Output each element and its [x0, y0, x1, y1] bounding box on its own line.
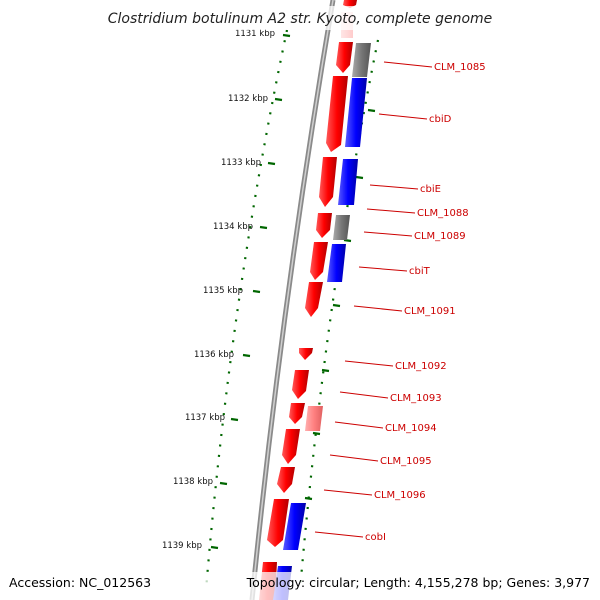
gene-arrow[interactable]: [336, 42, 353, 73]
gene-label[interactable]: cbiT: [409, 266, 431, 277]
ruler-label: 1133 kbp: [221, 158, 261, 168]
gene-arrow[interactable]: [289, 403, 305, 424]
gene-label[interactable]: cobI: [365, 532, 386, 543]
gene-label[interactable]: CLM_1095: [380, 456, 432, 467]
gene-label[interactable]: CLM_1094: [385, 423, 437, 434]
gene-label[interactable]: CLM_1085: [434, 62, 486, 73]
genome-backbone-highlight: [251, 0, 334, 600]
cog-box[interactable]: [345, 78, 367, 147]
ruler-label: 1137 kbp: [185, 413, 225, 423]
ruler-label: 1138 kbp: [173, 477, 213, 487]
gene-label[interactable]: CLM_1091: [404, 306, 456, 317]
ruler-ticks: [210, 33, 291, 550]
cog-box[interactable]: [305, 406, 323, 431]
gene-arrow[interactable]: [267, 499, 289, 547]
gene-arrow[interactable]: [292, 370, 309, 399]
ruler-labels: 1131 kbp 1132 kbp 1133 kbp 1134 kbp 1135…: [162, 29, 275, 551]
ruler-label: 1131 kbp: [235, 29, 275, 39]
outer-dotted-arc: [298, 39, 380, 591]
footer-backdrop: [0, 572, 600, 600]
ruler-label: 1139 kbp: [162, 541, 202, 551]
cog-box[interactable]: [352, 43, 371, 77]
gene-arrow[interactable]: [277, 467, 295, 493]
gene-label[interactable]: cbiD: [429, 114, 452, 125]
ruler-label: 1134 kbp: [213, 222, 253, 232]
map-title: Clostridium botulinum A2 str. Kyoto, com…: [108, 11, 493, 27]
topology-text: Topology: circular; Length: 4,155,278 bp…: [246, 575, 590, 590]
accession-text: Accession: NC_012563: [9, 575, 151, 590]
gene-arrow[interactable]: [299, 348, 313, 360]
gene-label[interactable]: CLM_1088: [417, 208, 469, 219]
outer-arc-ticks: [304, 108, 376, 501]
cog-box[interactable]: [327, 244, 346, 282]
gene-label[interactable]: cbiE: [420, 184, 441, 195]
gene-label[interactable]: CLM_1089: [414, 231, 466, 242]
cog-boxes: [273, 43, 371, 600]
ruler-label: 1136 kbp: [194, 350, 234, 360]
ruler-label: 1132 kbp: [228, 94, 268, 104]
gene-label[interactable]: CLM_1096: [374, 490, 426, 501]
gene-labels: CLM_1085 cbiD cbiE CLM_1088 CLM_1089 cbi…: [365, 62, 486, 543]
gene-arrow[interactable]: [326, 76, 348, 152]
ruler-label: 1135 kbp: [203, 286, 243, 296]
gene-arrow[interactable]: [310, 242, 328, 280]
cog-box[interactable]: [283, 503, 306, 550]
title-backdrop: [100, 6, 500, 30]
gene-arrow[interactable]: [305, 282, 323, 317]
forward-strand-genes: [259, 0, 357, 600]
gene-label[interactable]: CLM_1093: [390, 393, 442, 404]
label-leader-lines: [314, 61, 433, 538]
cog-box[interactable]: [333, 215, 350, 240]
cog-box[interactable]: [338, 159, 358, 205]
gene-arrow[interactable]: [316, 213, 332, 238]
gene-arrow[interactable]: [319, 157, 337, 207]
gene-arrow[interactable]: [282, 429, 300, 464]
gene-label[interactable]: CLM_1092: [395, 361, 447, 372]
